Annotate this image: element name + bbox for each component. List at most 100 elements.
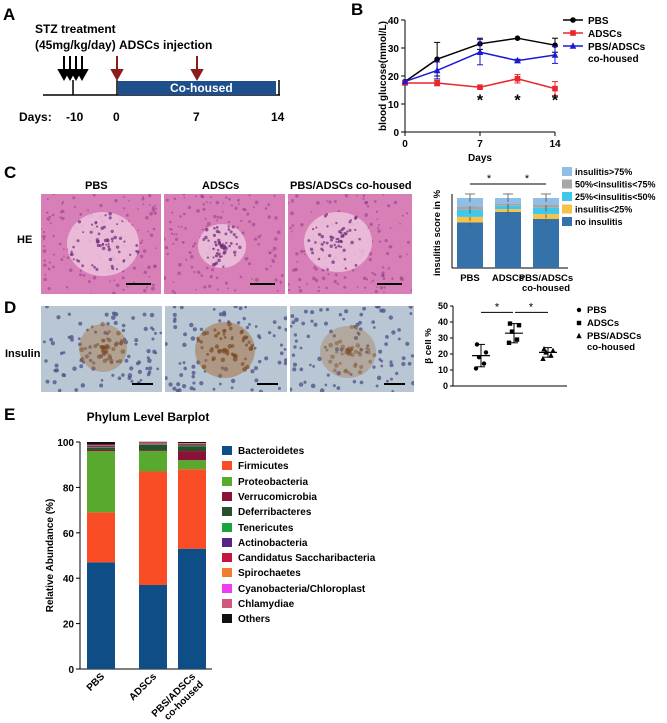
phylum-barplot: Phylum Level Barplot 0 20 40 60 80 100 Relative…: [45, 410, 212, 723]
legend-swatch: [562, 167, 572, 176]
legend-item: Tenericutes: [222, 522, 294, 534]
y-tick-label: 30: [438, 333, 448, 343]
significance-star: *: [487, 173, 492, 185]
legend-label: insulitis<25%: [575, 205, 632, 215]
significance-star: *: [495, 301, 500, 313]
category-label: ADSCs: [127, 671, 159, 703]
legend-swatch: [562, 192, 572, 201]
data-point: [514, 56, 521, 64]
bar-segment: [139, 585, 167, 669]
panel-label-c: C: [4, 163, 17, 182]
data-point: [433, 66, 441, 74]
legend-label: Deferribacteres: [238, 507, 312, 519]
data-point: [552, 85, 558, 92]
x-tick-label: 0: [402, 139, 408, 150]
data-point: [474, 342, 480, 347]
legend-swatch: [222, 553, 232, 563]
legend-label: 25%<insulitis<50%: [575, 192, 656, 202]
legend-label: Chlamydiae: [238, 599, 295, 610]
bar-segment: [178, 548, 206, 669]
legend-label: Verrucomicrobia: [238, 491, 317, 503]
bar-segment: [495, 212, 521, 268]
legend-swatch: [222, 537, 232, 547]
legend-label: Firmicutes: [238, 461, 289, 473]
series-adscs: [402, 74, 558, 97]
day-minus10: -10: [66, 110, 84, 124]
data-point: [543, 349, 549, 355]
legend-label: Tenericutes: [238, 522, 294, 534]
y-axis-label: Relative Abundance (%): [45, 499, 56, 613]
legend-label: no insulitis: [575, 217, 623, 227]
legend-label: PBS/ADSCs co-housed: [587, 331, 641, 353]
he-col-adscs: ADSCs: [202, 180, 240, 192]
he-image-pbs: [41, 194, 161, 294]
timeline-diagram: [43, 56, 280, 96]
legend-swatch: [222, 507, 232, 517]
panel-label-a: A: [3, 5, 16, 24]
legend-item: Verrucomicrobia: [222, 491, 317, 503]
data-point: [434, 80, 440, 86]
he-image-adscs: [164, 194, 285, 294]
bar-segment: [139, 451, 167, 472]
data-point: [516, 323, 522, 328]
legend-label: ADSCs: [588, 29, 622, 40]
legend: PBS ADSCs PBS/ADSCs co-housed: [563, 16, 646, 65]
legend-label: Others: [238, 614, 271, 626]
days-label: Days:: [19, 110, 52, 124]
data-point: [434, 56, 440, 62]
bar-segment: [87, 562, 115, 669]
he-col-pbs: PBS: [85, 180, 108, 192]
data-point: [481, 361, 487, 366]
data-point: [540, 355, 546, 361]
insulin-image-adscs: [165, 306, 287, 392]
data-point: [473, 366, 479, 371]
bar-segment: [178, 460, 206, 470]
legend-swatch: [222, 522, 232, 532]
day-7: 7: [193, 110, 200, 124]
data-point: [401, 77, 409, 85]
legend-marker: [570, 30, 576, 36]
tissue-background: [290, 306, 414, 392]
stacked-bar: [87, 442, 115, 669]
legend: PBS ADSCs PBS/ADSCs co-housed: [576, 305, 641, 353]
significance-star: *: [525, 173, 530, 185]
bar-segment: [178, 469, 206, 549]
category-label: ADSCs: [492, 273, 524, 284]
y-tick-label: 20: [388, 72, 400, 83]
stacked-bar: [533, 193, 559, 268]
legend-item: Deferribacteres: [222, 507, 311, 518]
legend-marker: [576, 332, 582, 339]
x-axis-label: Days: [468, 153, 492, 164]
bar-segment: [139, 444, 167, 451]
bar-segment: [87, 512, 115, 563]
legend-label: insulitis>75%: [575, 167, 632, 177]
data-point: [476, 48, 484, 55]
data-point: [514, 35, 521, 41]
insulin-row-label: Insulin: [5, 348, 41, 360]
scatter-group: [472, 342, 490, 371]
legend-label: ADSCs: [587, 318, 619, 329]
legend-label: Cyanobacteria/Chloroplast: [238, 583, 366, 595]
he-image-cohoused: [288, 194, 412, 294]
legend-item: Actinobacteria: [222, 537, 307, 549]
legend-marker: [576, 320, 582, 326]
category-label: PBS: [85, 671, 108, 694]
y-tick-label: 20: [63, 620, 75, 631]
y-tick-label: 10: [438, 365, 448, 375]
legend-swatch: [562, 217, 572, 226]
bar-segment: [87, 445, 115, 447]
y-tick-label: 0: [443, 381, 448, 391]
significance-star: *: [514, 92, 521, 109]
panel-label-b: B: [351, 0, 364, 19]
legend-swatch: [222, 568, 232, 578]
y-axis-label: insulitis score in %: [432, 189, 443, 276]
legend-swatch: [222, 461, 232, 471]
legend-swatch: [222, 491, 232, 501]
scatter-group: [505, 321, 523, 345]
data-point: [514, 76, 521, 82]
data-point: [476, 355, 482, 360]
bar-segment: [87, 446, 115, 448]
injection-arrows: [110, 56, 204, 82]
